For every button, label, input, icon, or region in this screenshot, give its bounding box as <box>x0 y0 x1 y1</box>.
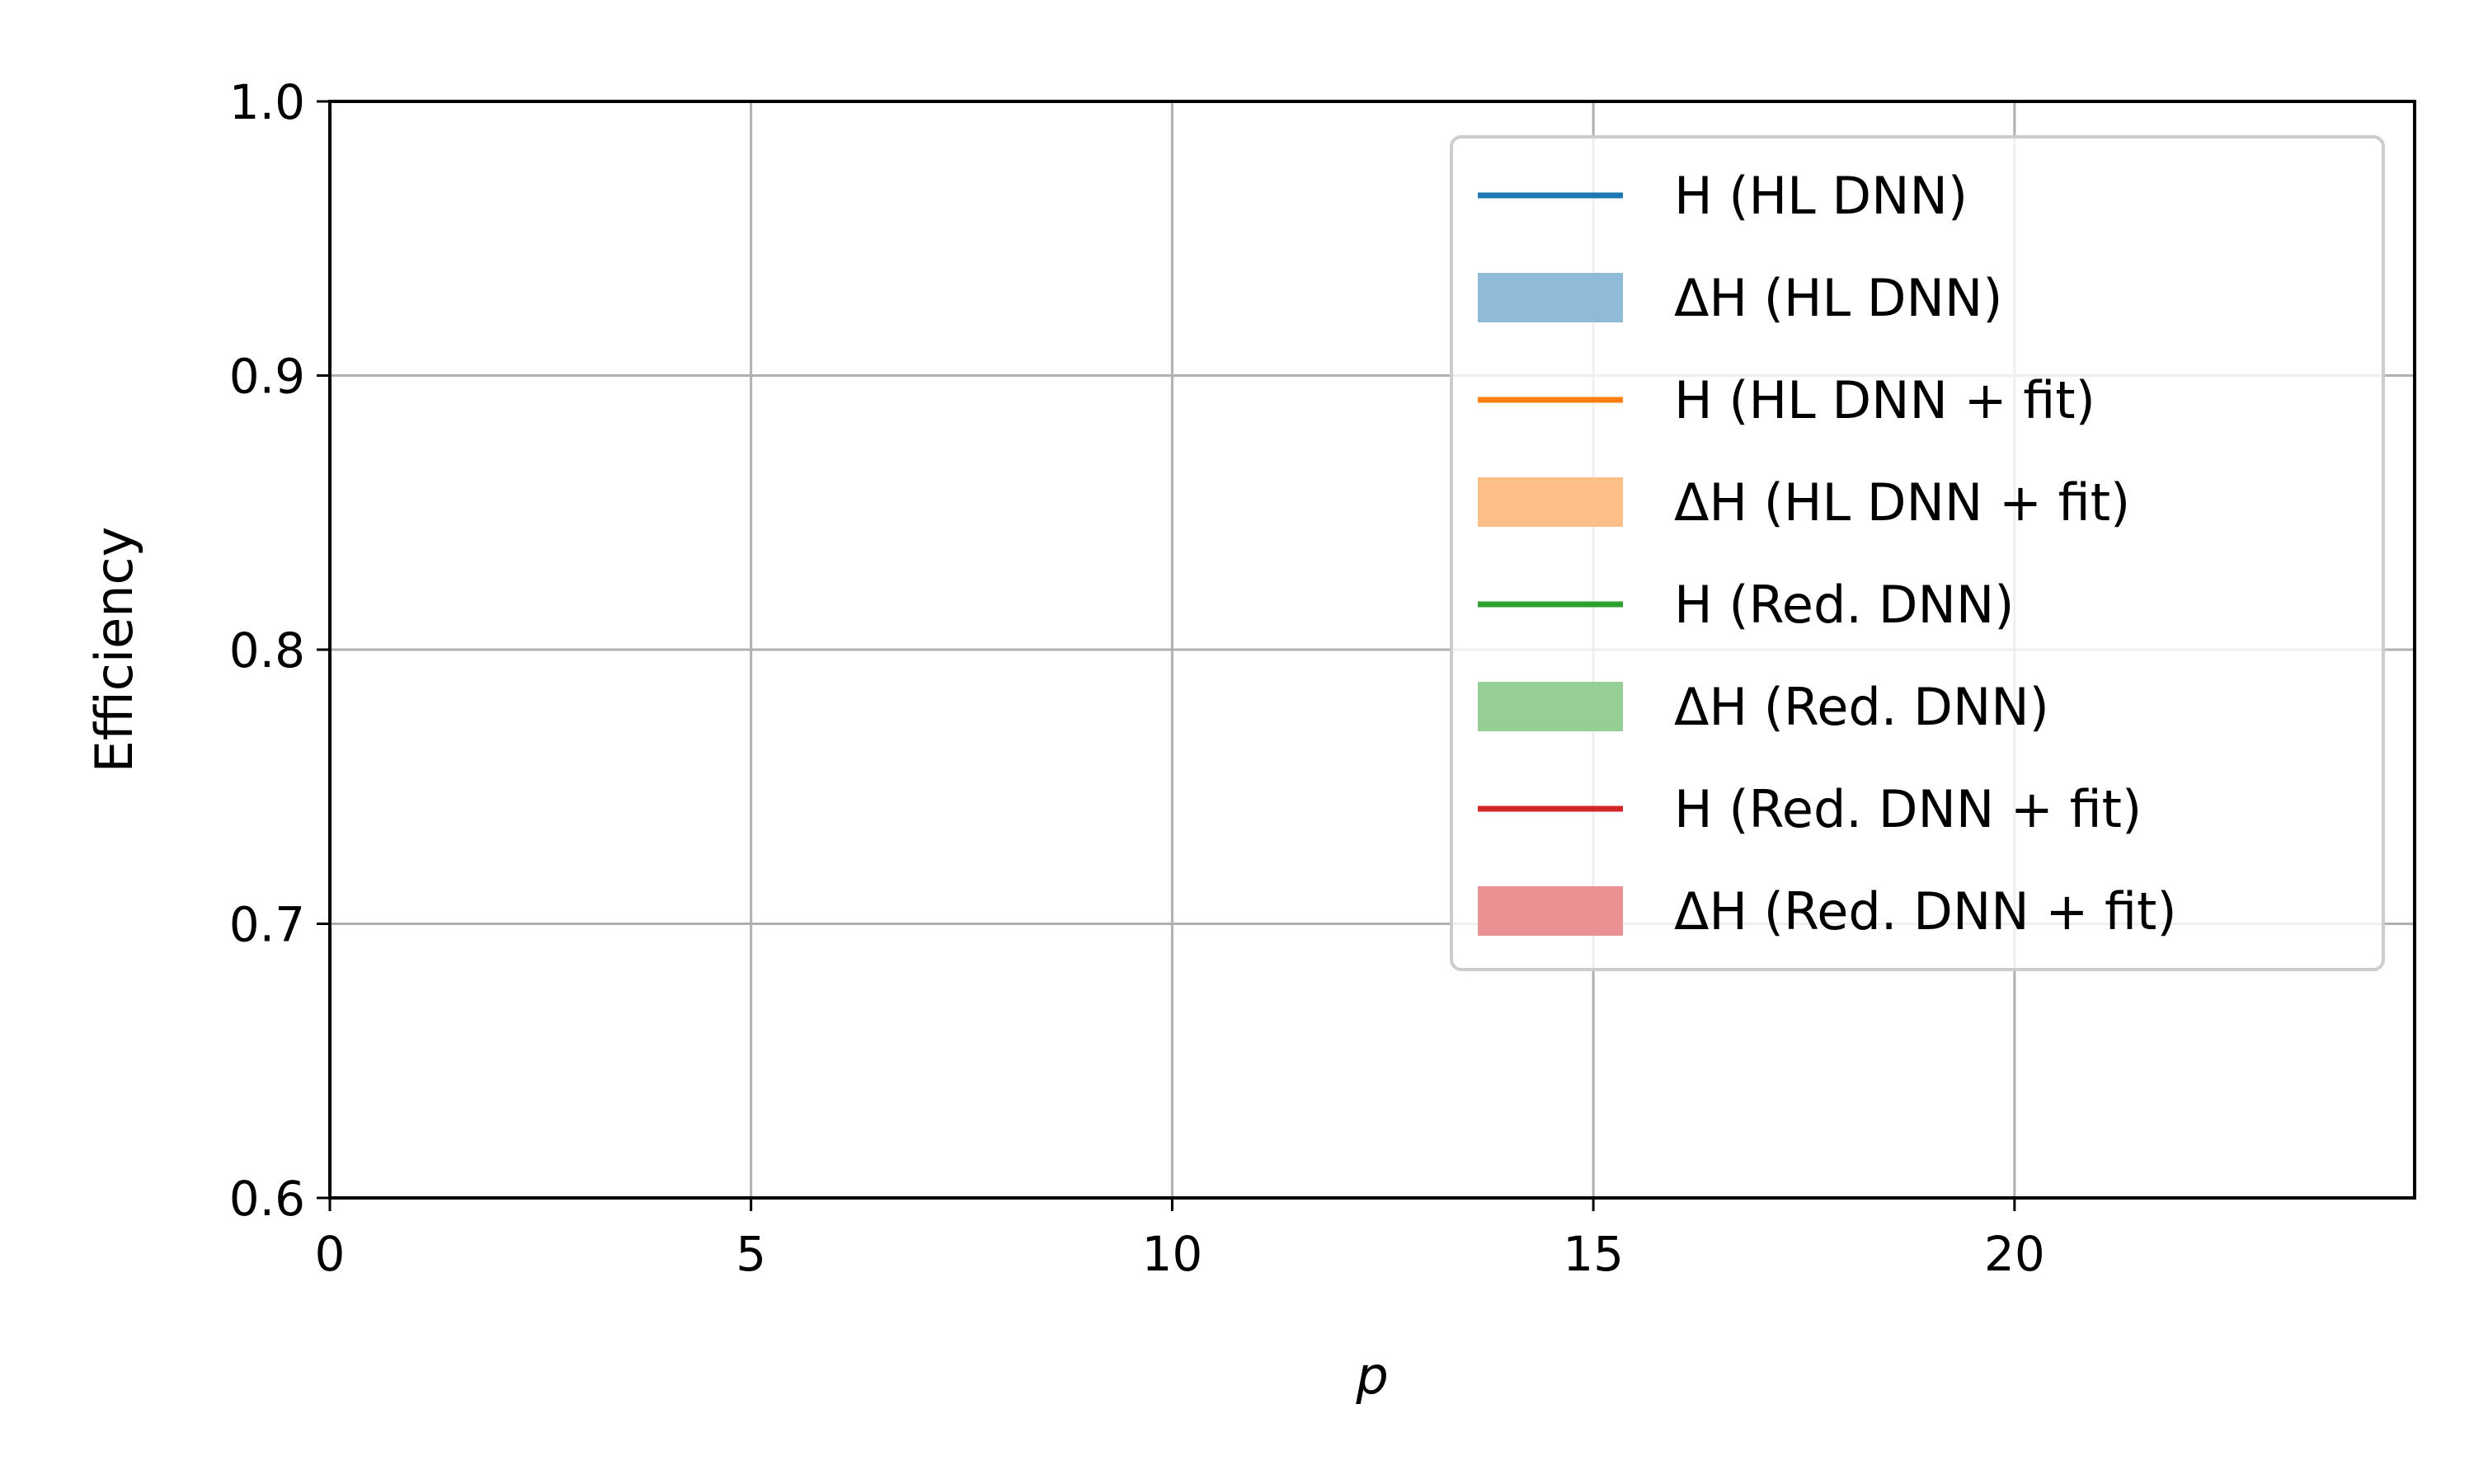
y-axis-label: Efficiency <box>84 527 144 773</box>
legend-item: ΔH (HL DNN) <box>1478 268 2003 328</box>
legend-band-swatch <box>1478 682 1623 731</box>
legend-label: ΔH (HL DNN) <box>1674 268 2003 328</box>
legend-frame <box>1450 135 2385 971</box>
legend-label: H (HL DNN) <box>1674 166 1968 226</box>
y-tick-label: 0.8 <box>229 622 305 679</box>
legend-item: H (HL DNN + fit) <box>1478 370 2095 430</box>
legend-item: H (HL DNN) <box>1478 166 1968 226</box>
legend-band-swatch <box>1478 886 1623 936</box>
x-tick-label: 20 <box>1984 1226 2045 1282</box>
y-tick-label: 0.7 <box>229 897 305 953</box>
legend-label: H (Red. DNN) <box>1674 575 2014 635</box>
x-tick-label: 15 <box>1563 1226 1624 1282</box>
y-axis-ticks: 0.6 0.7 0.8 0.9 1.0 <box>229 74 330 1227</box>
x-axis-label: p <box>1355 1345 1388 1406</box>
legend-label: ΔH (Red. DNN) <box>1674 677 2049 737</box>
x-tick-label: 10 <box>1142 1226 1203 1282</box>
legend-item: H (Red. DNN) <box>1478 575 2014 635</box>
y-tick-label: 0.6 <box>229 1171 305 1227</box>
legend-item: ΔH (Red. DNN + fit) <box>1478 881 2177 942</box>
legend-item: H (Red. DNN + fit) <box>1478 779 2142 839</box>
legend: H (HL DNN) ΔH (HL DNN) H (HL DNN + fit) ΔH … <box>1450 135 2385 971</box>
x-axis-ticks: 0 5 10 15 20 <box>315 1198 2045 1282</box>
x-tick-label: 0 <box>315 1226 346 1282</box>
x-tick-label: 5 <box>736 1226 766 1282</box>
legend-item: ΔH (Red. DNN) <box>1478 677 2049 737</box>
y-tick-label: 0.9 <box>229 349 305 405</box>
legend-band-swatch <box>1478 273 1623 322</box>
y-tick-label: 1.0 <box>229 74 305 130</box>
legend-label: H (HL DNN + fit) <box>1674 370 2095 430</box>
legend-label: ΔH (Red. DNN + fit) <box>1674 881 2177 942</box>
legend-band-swatch <box>1478 477 1623 527</box>
legend-label: H (Red. DNN + fit) <box>1674 779 2142 839</box>
legend-label: ΔH (HL DNN + fit) <box>1674 472 2130 533</box>
legend-item: ΔH (HL DNN + fit) <box>1478 472 2130 533</box>
